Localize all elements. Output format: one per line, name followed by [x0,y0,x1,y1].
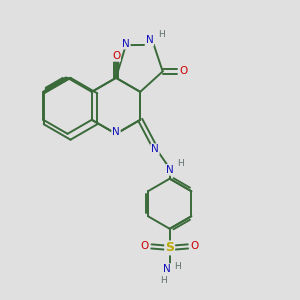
Text: N: N [146,35,153,46]
Text: O: O [180,66,188,76]
Text: H: H [158,30,165,39]
Text: N: N [122,39,130,49]
Text: H: H [175,262,181,271]
Text: S: S [165,242,174,254]
Text: O: O [190,242,199,251]
Text: H: H [178,160,184,169]
Text: N: N [163,264,171,274]
Text: N: N [167,165,174,175]
Text: O: O [141,242,149,251]
Text: O: O [112,51,120,61]
Text: H: H [160,276,167,285]
Text: N: N [112,127,120,137]
Text: N: N [151,144,159,154]
